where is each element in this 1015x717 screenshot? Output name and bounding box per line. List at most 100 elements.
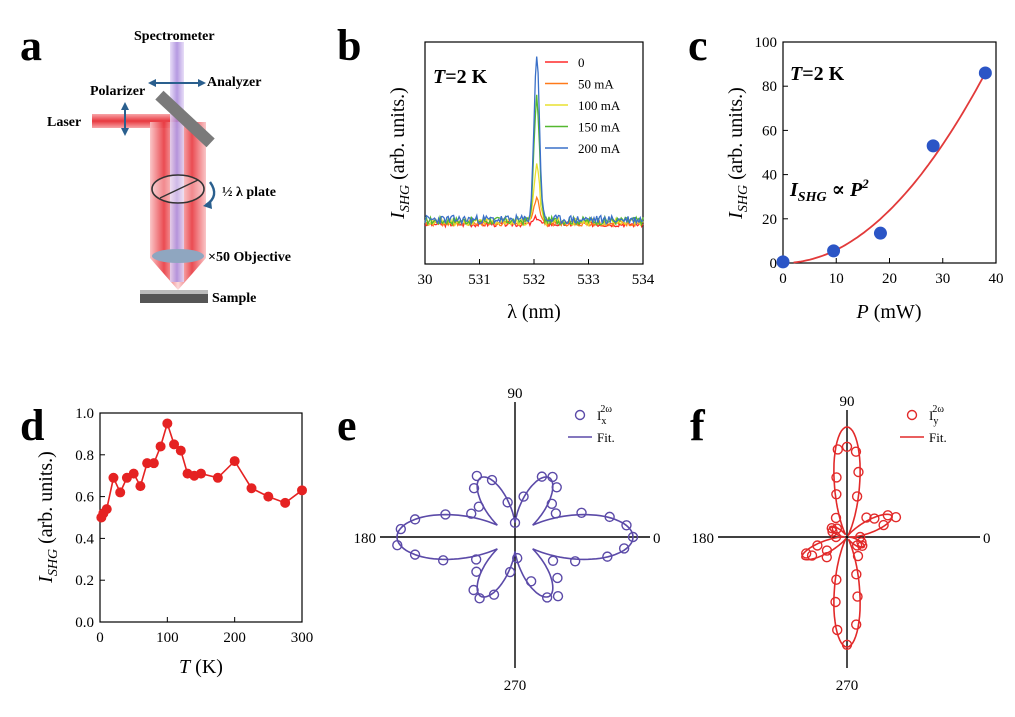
chart-f-point [850, 446, 862, 457]
chart-f-point [821, 545, 833, 556]
chart-c-point [873, 226, 887, 240]
chart-f-point [878, 519, 889, 531]
chart-f-legend-data: Iy2ω [929, 404, 944, 427]
chart-d-point [169, 439, 180, 450]
rotation-arrow-head-icon [203, 200, 212, 209]
chart-b-x-tick-label: 30 [418, 272, 433, 288]
analyzer-arrow-icon [148, 79, 206, 87]
polarizer-arrow-icon [121, 102, 129, 136]
chart-e-polar-x: 90 270 180 0 Ix2ω Fit. [354, 386, 661, 694]
chart-e-point [473, 501, 485, 512]
chart-d-point [280, 497, 291, 508]
chart-e-point [602, 551, 613, 562]
chart-b-x-label: λ (nm) [507, 301, 561, 323]
chart-f-point [850, 619, 862, 630]
chart-e-point [576, 507, 587, 518]
chart-c-power-dependence: 0 10 20 30 40 0 20 40 60 80 100 T=2 K ISHG ∝ P2 P … [725, 35, 1004, 323]
panel-letter-a: a [20, 21, 42, 70]
chart-e-point [536, 471, 548, 482]
chart-e-point [474, 593, 485, 604]
chart-c-ticks: 0 10 20 30 40 0 20 40 60 80 100 [755, 35, 1004, 287]
chart-d-y-tick-label: 0.2 [75, 573, 94, 589]
chart-e-angle-180: 180 [354, 531, 377, 547]
chart-f-point [841, 639, 853, 650]
chart-f-point [831, 574, 842, 585]
chart-d-point [115, 487, 126, 498]
chart-c-y-tick-label: 60 [762, 123, 777, 139]
panel-letter-d: d [20, 401, 44, 450]
sample-top [140, 290, 208, 294]
chart-e-point [488, 589, 500, 600]
chart-f-point [882, 510, 893, 521]
chart-e-legend-fit: Fit. [597, 430, 615, 445]
chart-b-legend-label: 0 [578, 55, 585, 70]
chart-b-series-line [424, 56, 644, 226]
chart-d-y-tick-label: 0.0 [75, 615, 94, 631]
chart-e-point [525, 576, 537, 587]
chart-f-point [869, 513, 880, 524]
chart-d-point [246, 483, 257, 494]
chart-b-x-tick-label: 533 [577, 272, 600, 288]
chart-b-legend-label: 100 mA [578, 98, 621, 113]
chart-d-point [148, 458, 159, 469]
chart-d-y-label: ISHG (arb. units.) [35, 451, 61, 584]
chart-f-legend-marker [906, 409, 918, 421]
objective-lens [152, 249, 204, 263]
chart-d-point [101, 504, 112, 515]
sample-substrate [140, 294, 208, 303]
chart-e-legend-marker [574, 409, 586, 421]
chart-f-point [856, 537, 867, 548]
chart-d-point [175, 445, 186, 456]
chart-e-point [546, 498, 558, 510]
chart-f-angle-270: 270 [836, 678, 859, 694]
chart-e-point [604, 511, 615, 523]
chart-f-point [806, 550, 818, 561]
chart-b-series-group [424, 56, 644, 229]
chart-b-x-tick-label: 532 [523, 272, 546, 288]
chart-e-angle-90: 90 [508, 386, 523, 402]
chart-d-point [135, 481, 146, 492]
chart-d-y-tick-label: 1.0 [75, 406, 94, 422]
chart-e-point [470, 554, 482, 565]
chart-c-annotation: T=2 K [790, 63, 845, 85]
label-analyzer: Analyzer [207, 75, 261, 90]
chart-d-point [155, 441, 166, 452]
chart-f-point [831, 489, 842, 500]
chart-f-point [852, 591, 863, 602]
panel-letter-e: e [337, 401, 357, 450]
chart-e-point [471, 566, 482, 577]
chart-f-angle-90: 90 [840, 394, 855, 410]
chart-e-point [466, 508, 477, 519]
panel-letter-f: f [690, 401, 706, 450]
chart-e-point [437, 555, 449, 566]
chart-c-y-tick-label: 80 [762, 79, 777, 95]
chart-c-points [776, 66, 992, 269]
chart-e-point [409, 549, 421, 560]
chart-e-point [468, 584, 479, 596]
chart-d-x-tick-label: 0 [96, 630, 104, 646]
chart-d-x-tick-label: 300 [291, 630, 314, 646]
chart-e-point [618, 543, 630, 554]
label-laser: Laser [47, 115, 81, 130]
chart-f-legend: Iy2ω Fit. [900, 404, 947, 445]
chart-c-y-label: ISHG (arb. units.) [725, 87, 751, 220]
chart-b-annotation-T: T [433, 66, 446, 88]
chart-f-point [832, 624, 843, 636]
chart-e-point [512, 552, 523, 564]
chart-b-spectra: 30 531 532 533 534 T=2 K 0 50 mA 100 mA 150 mA 2… [387, 41, 655, 323]
chart-b-x-ticks: 30 531 532 533 534 [418, 259, 655, 288]
chart-b-legend: 0 50 mA 100 mA 150 mA 200 mA [545, 55, 621, 156]
chart-e-point [468, 482, 480, 494]
label-polarizer: Polarizer [90, 84, 145, 99]
chart-e-point [552, 590, 564, 602]
chart-d-point [263, 491, 274, 502]
chart-e-point [569, 556, 581, 567]
chart-f-point [855, 531, 866, 543]
chart-f-point [812, 540, 823, 551]
chart-c-x-label: P (mW) [856, 301, 922, 323]
chart-e-point [541, 592, 553, 603]
chart-e-point [392, 540, 403, 551]
chart-d-temperature-dependence: 0 100 200 300 0.0 0.2 0.4 0.6 0.8 1.0 T (K) ISHG … [35, 406, 313, 678]
chart-f-legend-fit: Fit. [929, 430, 947, 445]
